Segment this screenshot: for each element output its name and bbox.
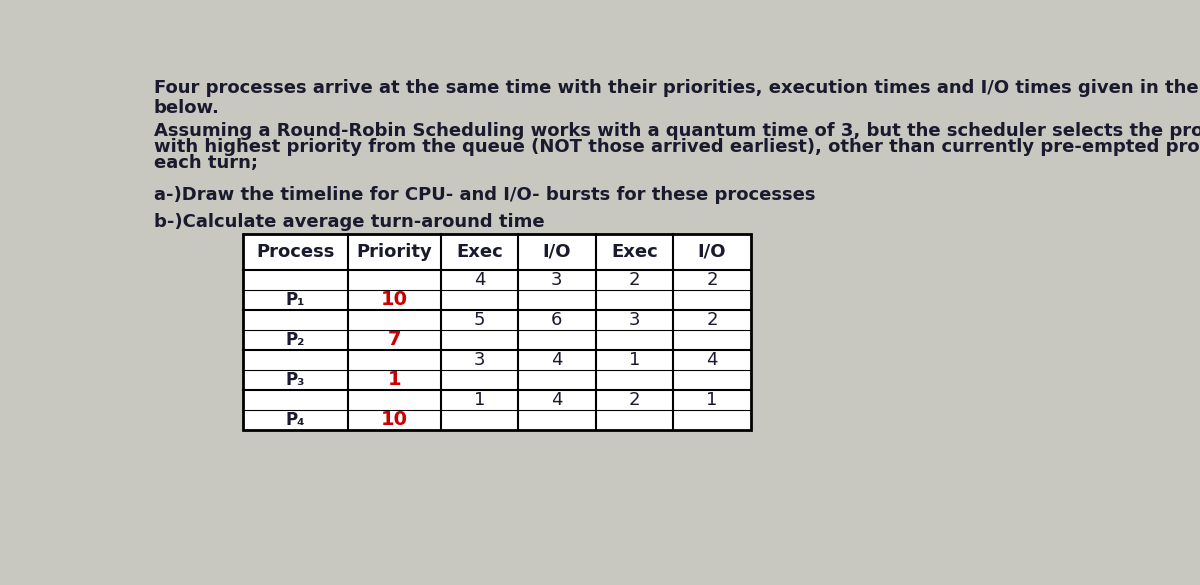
- Bar: [242, 234, 751, 430]
- Text: P₂: P₂: [286, 331, 305, 349]
- Text: P₄: P₄: [286, 411, 305, 429]
- Text: Process: Process: [256, 243, 335, 261]
- Text: 1: 1: [706, 391, 718, 409]
- Text: 4: 4: [551, 351, 563, 369]
- Text: 2: 2: [706, 311, 718, 329]
- Text: 4: 4: [474, 271, 485, 288]
- Text: 1: 1: [474, 391, 485, 409]
- Text: 10: 10: [380, 410, 408, 429]
- Text: 1: 1: [629, 351, 640, 369]
- Text: P₃: P₃: [286, 371, 305, 389]
- Text: each turn;: each turn;: [154, 154, 258, 172]
- Text: 3: 3: [474, 351, 485, 369]
- Text: Exec: Exec: [456, 243, 503, 261]
- Text: 2: 2: [629, 391, 640, 409]
- Text: 2: 2: [629, 271, 640, 288]
- Text: 3: 3: [551, 271, 563, 288]
- Text: a-)Draw the timeline for CPU- and I/O- bursts for these processes: a-)Draw the timeline for CPU- and I/O- b…: [154, 185, 815, 204]
- Text: 7: 7: [388, 330, 401, 349]
- Text: Four processes arrive at the same time with their priorities, execution times an: Four processes arrive at the same time w…: [154, 80, 1200, 98]
- Text: 2: 2: [706, 271, 718, 288]
- Text: with highest priority from the queue (NOT those arrived earliest), other than cu: with highest priority from the queue (NO…: [154, 138, 1200, 156]
- Text: I/O: I/O: [697, 243, 726, 261]
- Text: b-)Calculate average turn-around time: b-)Calculate average turn-around time: [154, 213, 545, 230]
- Text: 6: 6: [551, 311, 563, 329]
- Text: I/O: I/O: [542, 243, 571, 261]
- Text: 3: 3: [629, 311, 640, 329]
- Text: 10: 10: [380, 290, 408, 309]
- Text: Assuming a Round-Robin Scheduling works with a quantum time of 3, but the schedu: Assuming a Round-Robin Scheduling works …: [154, 122, 1200, 140]
- Text: Exec: Exec: [611, 243, 658, 261]
- Text: Priority: Priority: [356, 243, 432, 261]
- Text: 4: 4: [551, 391, 563, 409]
- Text: below.: below.: [154, 99, 220, 116]
- Text: 4: 4: [706, 351, 718, 369]
- Text: 1: 1: [388, 370, 401, 389]
- Text: 5: 5: [474, 311, 485, 329]
- Text: P₁: P₁: [286, 291, 305, 309]
